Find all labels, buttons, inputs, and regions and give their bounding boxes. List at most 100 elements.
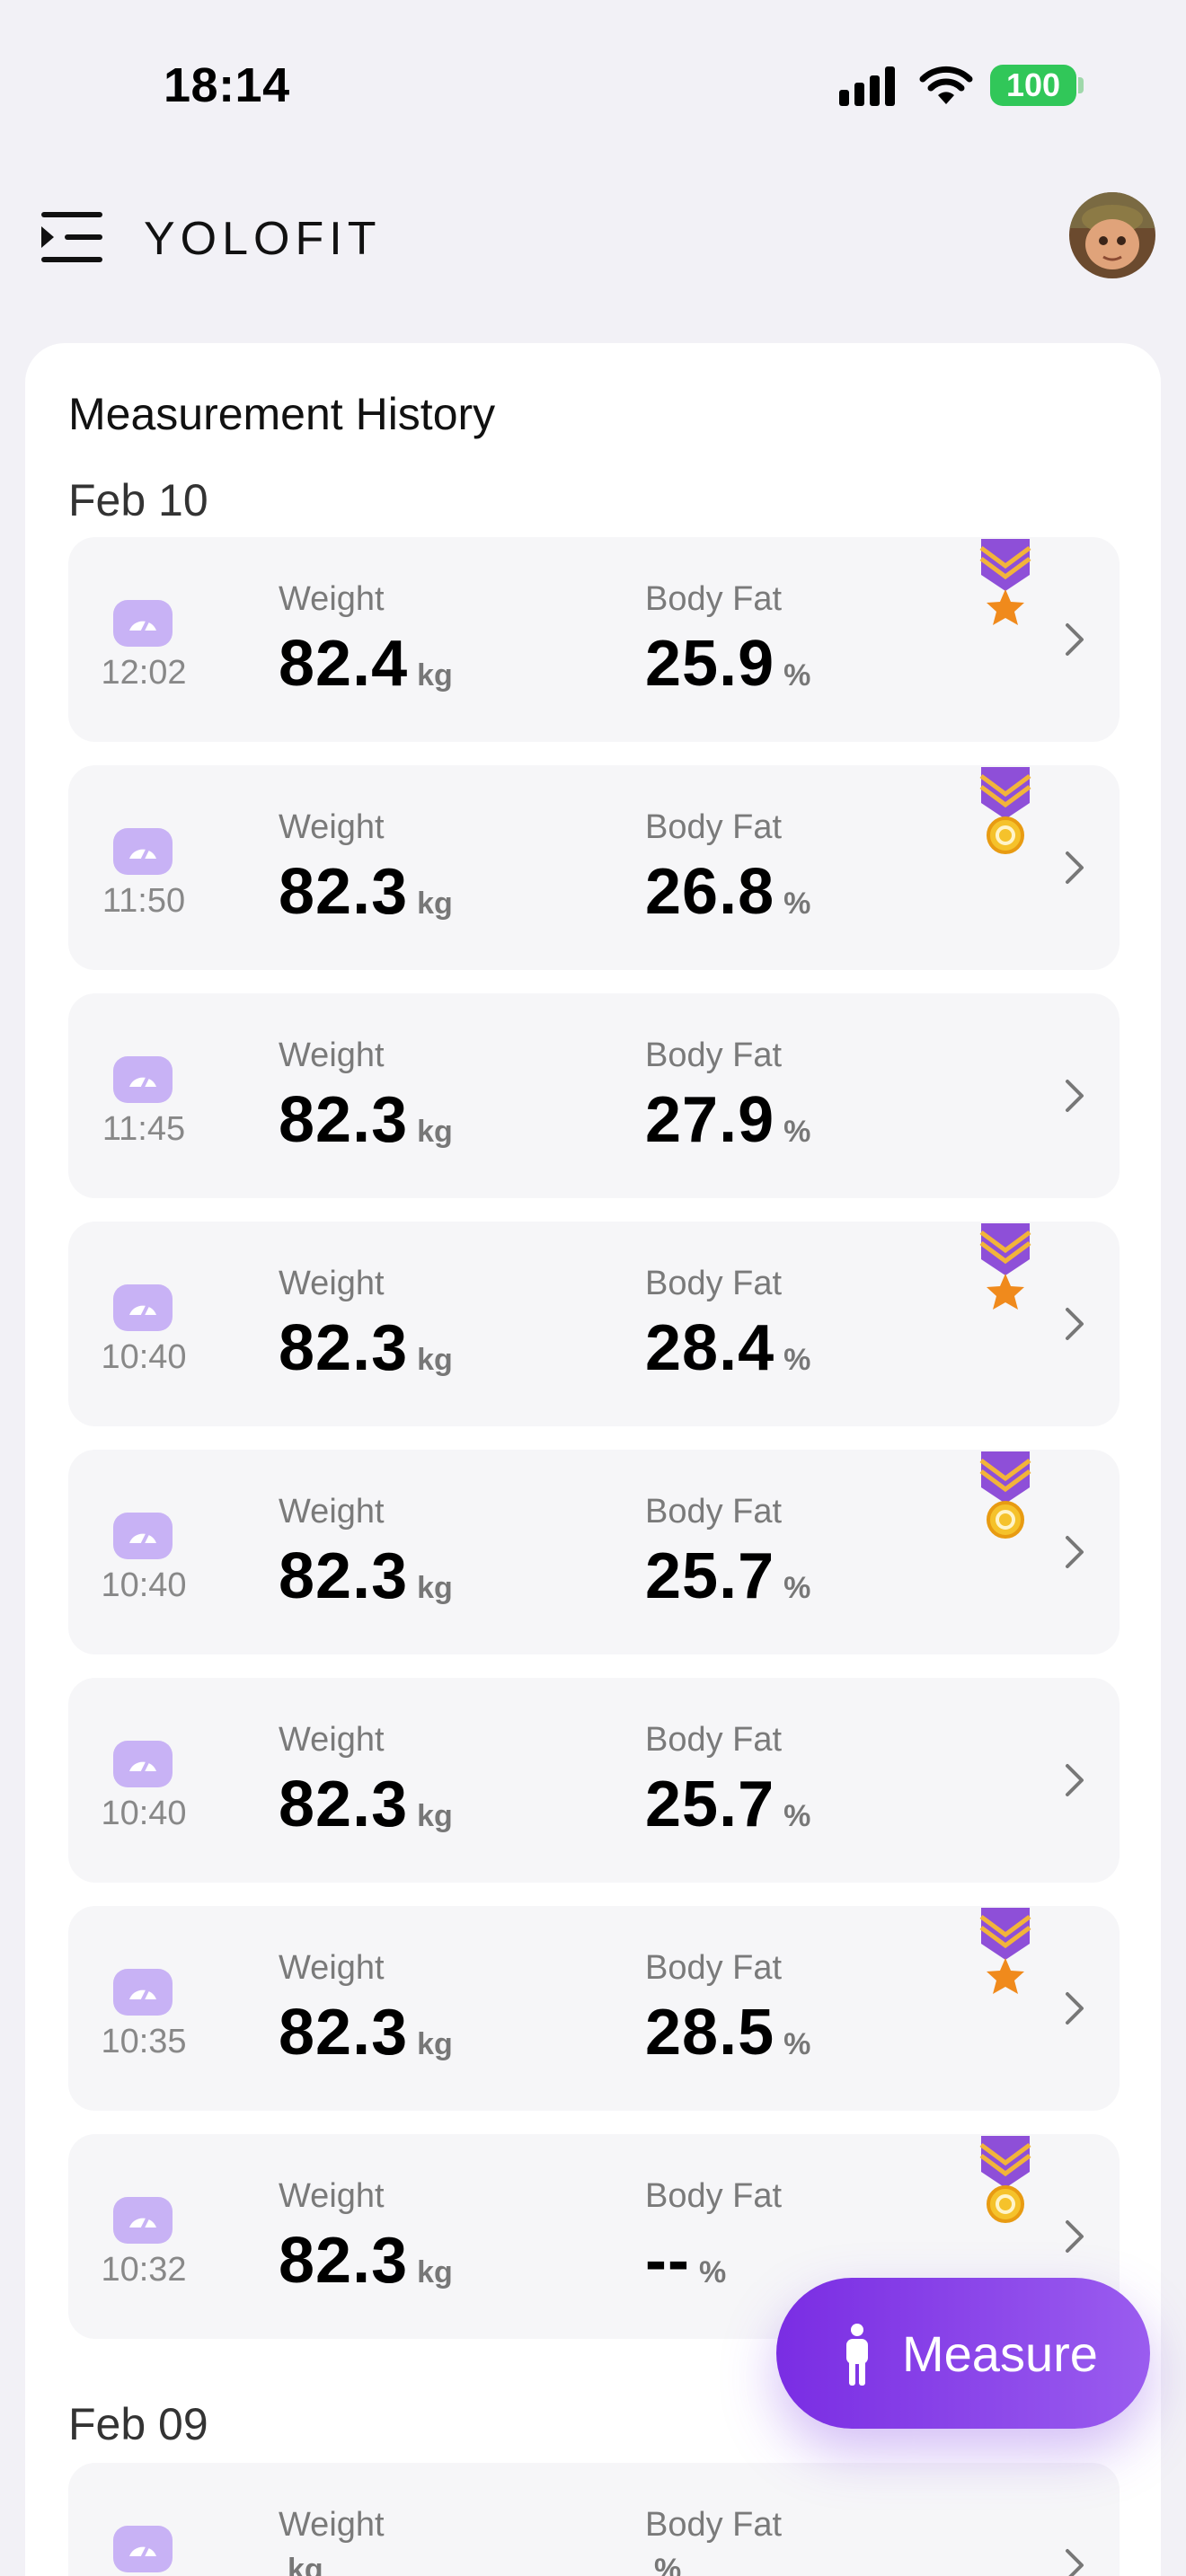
body-fat-label: Body Fat xyxy=(645,1949,783,1987)
scale-icon xyxy=(113,1969,173,2016)
body-fat-unit: % xyxy=(783,1799,811,1833)
measurement-row[interactable]: 12:02 Weight 82.4 kg Body Fat 25.9% xyxy=(68,537,1120,742)
weight-unit: kg xyxy=(417,887,453,921)
person-icon xyxy=(846,2324,868,2386)
weight-label: Weight xyxy=(279,2506,385,2544)
scale-icon xyxy=(113,1513,173,1559)
weight-unit: kg xyxy=(417,2255,453,2289)
chevron-right-icon xyxy=(1066,1536,1084,1568)
weight-number: 82.3 xyxy=(279,1084,409,1156)
star-medal-icon xyxy=(979,539,1031,625)
coin-medal-icon xyxy=(979,2136,1031,2223)
weight-value: 82.3 kg xyxy=(279,855,453,929)
body-fat-unit: % xyxy=(783,2027,811,2061)
body-fat-unit: % xyxy=(783,1343,811,1377)
measurement-time: 12:02 xyxy=(101,654,187,692)
weight-value: 82.3 kg xyxy=(279,1996,453,2069)
weight-label: Weight xyxy=(279,1949,385,1987)
battery-indicator: 100 xyxy=(990,65,1076,106)
card-title: Measurement History xyxy=(68,389,496,439)
body-fat-unit: % xyxy=(698,2255,727,2289)
measurement-time: 10:35 xyxy=(101,2023,187,2060)
body-fat-value: 27.9% xyxy=(645,1083,810,1157)
weight-value: 82.3 kg xyxy=(279,2224,453,2298)
body-fat-number: 28.4 xyxy=(645,1312,775,1384)
body-fat-value: 28.5% xyxy=(645,1996,810,2069)
chevron-right-icon xyxy=(1066,1764,1084,1796)
body-fat-number: 26.8 xyxy=(645,856,775,928)
body-fat-label: Body Fat xyxy=(645,1721,783,1759)
weight-number: 82.3 xyxy=(279,856,409,928)
body-fat-value: 28.4% xyxy=(645,1311,810,1385)
body-fat-label: Body Fat xyxy=(645,580,783,618)
scale-icon xyxy=(113,1056,173,1103)
chevron-right-icon xyxy=(1066,851,1084,884)
measurement-row[interactable]: 10:40 Weight 82.3 kg Body Fat 25.7% xyxy=(68,1450,1120,1654)
measurement-row[interactable]: 11:50 Weight 82.3 kg Body Fat 26.8% xyxy=(68,765,1120,970)
weight-value: 82.3 kg xyxy=(279,1768,453,1841)
app-brand: YOLOFIT xyxy=(144,213,382,265)
weight-unit: kg xyxy=(417,1571,453,1605)
body-fat-label: Body Fat xyxy=(645,1265,783,1302)
status-time: 18:14 xyxy=(164,58,290,112)
measurement-time: 10:32 xyxy=(101,2251,187,2289)
weight-value: kg xyxy=(279,2553,323,2576)
measurement-row[interactable]: 10:35 Weight 82.3 kg Body Fat 28.5% xyxy=(68,1906,1120,2111)
body-fat-value: --% xyxy=(645,2224,726,2298)
measurement-time: 11:50 xyxy=(102,882,186,920)
scale-icon xyxy=(113,1284,173,1331)
chevron-right-icon xyxy=(1066,623,1084,656)
chevron-right-icon xyxy=(1066,1308,1084,1340)
body-fat-value: 25.7% xyxy=(645,1539,810,1613)
menu-icon[interactable] xyxy=(41,212,102,262)
measurement-row[interactable]: Weight kg Body Fat% xyxy=(68,2463,1120,2576)
measure-button[interactable]: Measure xyxy=(776,2278,1150,2429)
weight-number: 82.3 xyxy=(279,1312,409,1384)
body-fat-value: % xyxy=(645,2553,681,2576)
weight-unit: kg xyxy=(417,658,453,693)
body-fat-number: 25.7 xyxy=(645,1769,775,1840)
scale-icon xyxy=(113,2526,173,2572)
chevron-right-icon xyxy=(1066,2549,1084,2576)
measurement-row[interactable]: 10:40 Weight 82.3 kg Body Fat 25.7% xyxy=(68,1678,1120,1883)
body-fat-label: Body Fat xyxy=(645,808,783,846)
weight-value: 82.4 kg xyxy=(279,627,453,701)
weight-label: Weight xyxy=(279,580,385,618)
weight-value: 82.3 kg xyxy=(279,1083,453,1157)
chevron-right-icon xyxy=(1066,1080,1084,1112)
body-fat-number: 27.9 xyxy=(645,1084,775,1156)
body-fat-unit: % xyxy=(783,887,811,921)
weight-label: Weight xyxy=(279,1037,385,1074)
measurement-time: 10:40 xyxy=(101,1338,187,1376)
scale-icon xyxy=(113,828,173,875)
body-fat-number: 25.9 xyxy=(645,628,775,700)
status-bar: 18:14 100 xyxy=(0,0,1186,171)
body-fat-label: Body Fat xyxy=(645,2506,783,2544)
battery-nub xyxy=(1078,77,1084,93)
measurement-row[interactable]: 10:40 Weight 82.3 kg Body Fat 28.4% xyxy=(68,1222,1120,1426)
weight-number: 82.3 xyxy=(279,2225,409,2297)
user-avatar[interactable] xyxy=(1069,192,1155,278)
coin-medal-icon xyxy=(979,767,1031,854)
weight-unit: kg xyxy=(417,2027,453,2061)
star-medal-icon xyxy=(979,1223,1031,1310)
body-fat-label: Body Fat xyxy=(645,1493,783,1531)
body-fat-label: Body Fat xyxy=(645,2177,783,2215)
weight-number: 82.3 xyxy=(279,1769,409,1840)
measurement-time: 10:40 xyxy=(101,1566,187,1604)
weight-label: Weight xyxy=(279,2177,385,2215)
date-label: Feb 10 xyxy=(68,475,208,525)
weight-label: Weight xyxy=(279,1265,385,1302)
chevron-right-icon xyxy=(1066,2220,1084,2253)
chevron-right-icon xyxy=(1066,1992,1084,2025)
measurement-time: 10:40 xyxy=(101,1795,187,1832)
body-fat-unit: % xyxy=(783,1115,811,1149)
weight-label: Weight xyxy=(279,1721,385,1759)
weight-label: Weight xyxy=(279,808,385,846)
scale-icon xyxy=(113,2197,173,2244)
measurement-row[interactable]: 11:45 Weight 82.3 kg Body Fat 27.9% xyxy=(68,993,1120,1198)
weight-number: 82.3 xyxy=(279,1540,409,1612)
body-fat-number: 28.5 xyxy=(645,1997,775,2069)
weight-label: Weight xyxy=(279,1493,385,1531)
measurement-history-card: Measurement History Feb 10 Feb 09 12:02 W… xyxy=(25,343,1161,2576)
